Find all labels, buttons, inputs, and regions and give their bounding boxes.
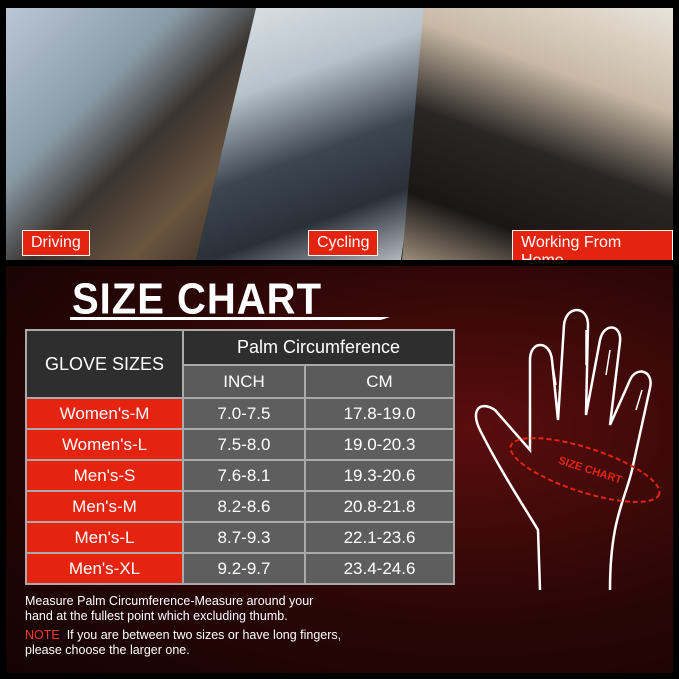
cell-size: Men's-XL bbox=[25, 552, 184, 585]
cell-cm: 19.3-20.6 bbox=[304, 459, 455, 492]
table-row: Men's-M 8.2-8.6 20.8-21.8 bbox=[25, 490, 455, 523]
cell-size: Men's-L bbox=[25, 521, 184, 554]
table-row: Men's-XL 9.2-9.7 23.4-24.6 bbox=[25, 552, 455, 585]
hand-label: SIZE CHART bbox=[557, 455, 624, 487]
cell-size: Women's-L bbox=[25, 428, 184, 461]
table-row: Men's-L 8.7-9.3 22.1-23.6 bbox=[25, 521, 455, 554]
cell-inch: 8.2-8.6 bbox=[182, 490, 306, 523]
cell-size: Men's-M bbox=[25, 490, 184, 523]
cell-inch: 7.5-8.0 bbox=[182, 428, 306, 461]
header-glove-sizes: GLOVE SIZES bbox=[25, 329, 184, 399]
cell-cm: 23.4-24.6 bbox=[304, 552, 455, 585]
label-working-from-home: Working From Home bbox=[512, 230, 673, 260]
header-cm: CM bbox=[304, 364, 455, 399]
usage-photos: Driving Cycling Working From Home bbox=[6, 8, 673, 260]
label-cycling: Cycling bbox=[308, 230, 379, 256]
cell-cm: 19.0-20.3 bbox=[304, 428, 455, 461]
header-palm-circumference: Palm Circumference bbox=[182, 329, 455, 366]
hand-illustration: SIZE CHART bbox=[474, 308, 661, 591]
note-line-2: please choose the larger one. bbox=[25, 643, 190, 657]
table-row: Women's-L 7.5-8.0 19.0-20.3 bbox=[25, 428, 455, 461]
measure-instructions: Measure Palm Circumference-Measure aroun… bbox=[25, 594, 313, 624]
measure-line-2: hand at the fullest point which excludin… bbox=[25, 609, 288, 623]
measure-line-1: Measure Palm Circumference-Measure aroun… bbox=[25, 594, 314, 608]
cell-cm: 20.8-21.8 bbox=[304, 490, 455, 523]
photo-working-from-home bbox=[402, 8, 673, 260]
cell-size: Women's-M bbox=[25, 397, 184, 430]
page-title: SIZE CHART bbox=[72, 274, 322, 324]
note-label: NOTE bbox=[25, 628, 60, 642]
cell-cm: 17.8-19.0 bbox=[304, 397, 455, 430]
cell-inch: 9.2-9.7 bbox=[182, 552, 306, 585]
cell-inch: 7.0-7.5 bbox=[182, 397, 306, 430]
cell-inch: 7.6-8.1 bbox=[182, 459, 306, 492]
label-driving: Driving bbox=[22, 230, 90, 256]
cell-size: Men's-S bbox=[25, 459, 184, 492]
hand-outline bbox=[474, 308, 652, 591]
palm-measure-ellipse bbox=[509, 437, 661, 503]
title-underline bbox=[70, 317, 390, 320]
size-table: GLOVE SIZES Palm Circumference INCH CM W… bbox=[25, 329, 455, 585]
cell-inch: 8.7-9.3 bbox=[182, 521, 306, 554]
cell-cm: 22.1-23.6 bbox=[304, 521, 455, 554]
note: NOTE If you are between two sizes or hav… bbox=[25, 628, 341, 658]
table-row: Men's-S 7.6-8.1 19.3-20.6 bbox=[25, 459, 455, 492]
header-inch: INCH bbox=[182, 364, 306, 399]
table-row: Women's-M 7.0-7.5 17.8-19.0 bbox=[25, 397, 455, 430]
note-line-1: If you are between two sizes or have lon… bbox=[66, 628, 342, 642]
